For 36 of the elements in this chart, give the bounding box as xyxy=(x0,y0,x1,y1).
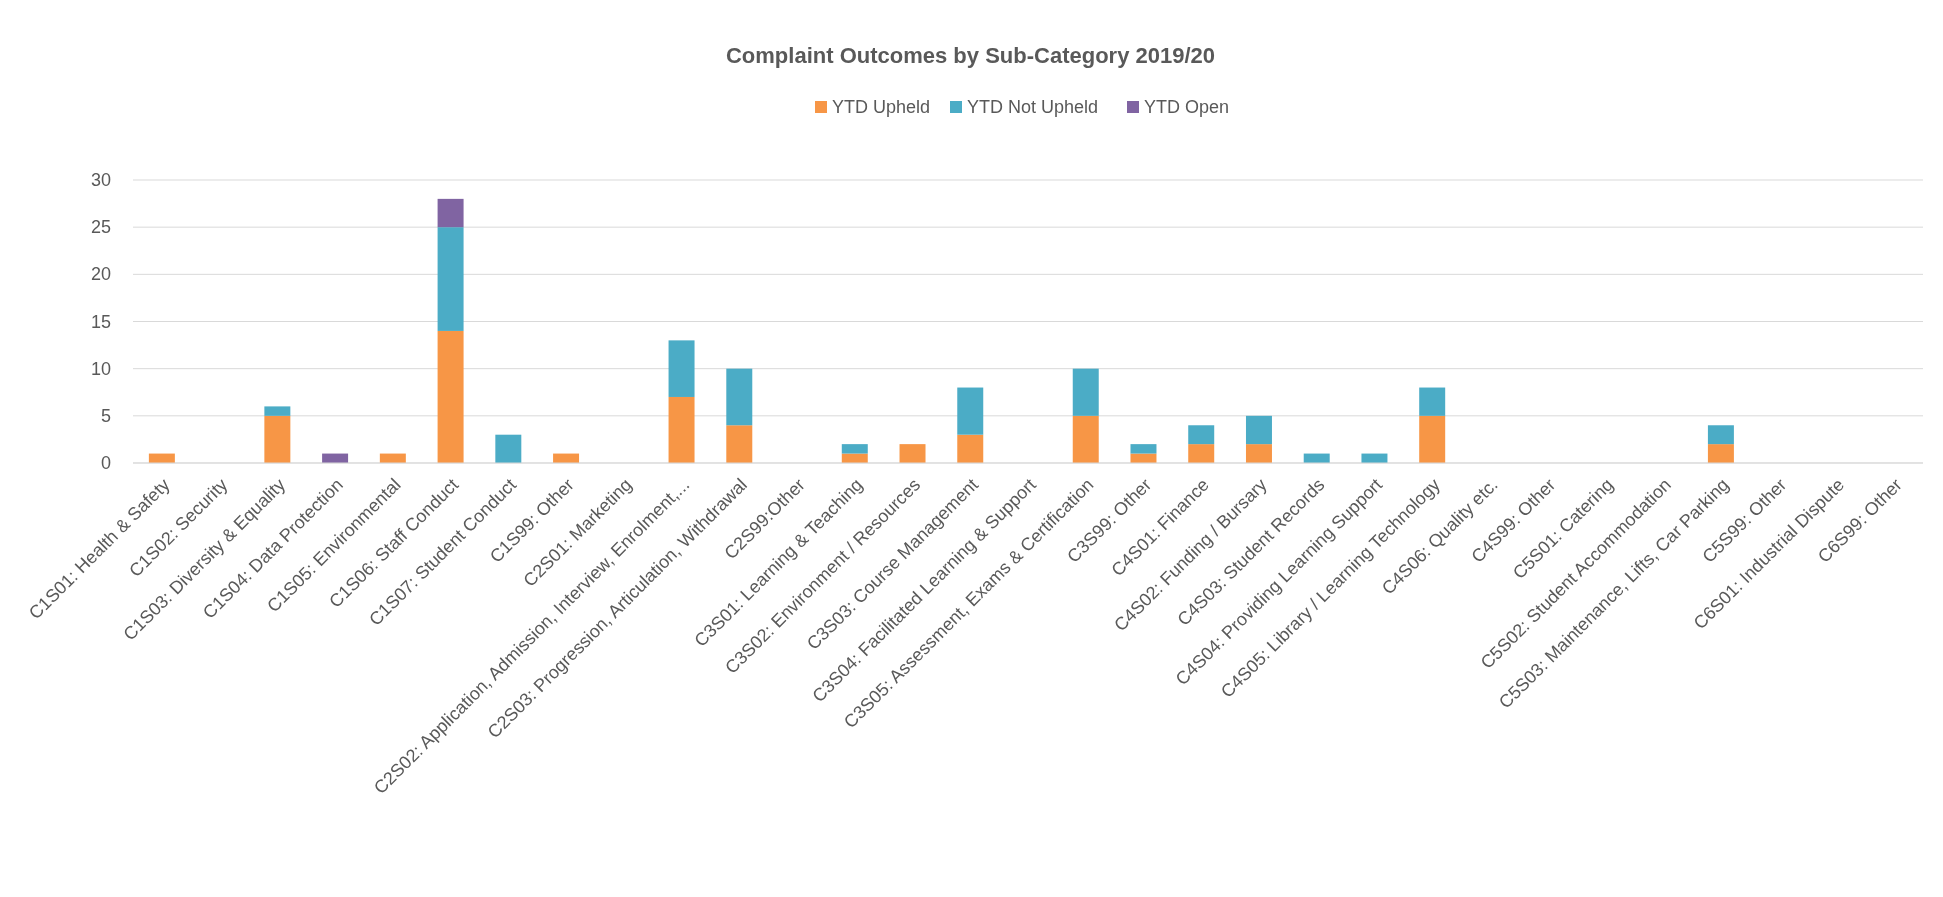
bar xyxy=(437,330,464,463)
bar xyxy=(264,415,291,463)
bar xyxy=(726,425,753,463)
bar xyxy=(437,227,464,331)
legend-label: YTD Open xyxy=(1144,97,1230,117)
bar xyxy=(1245,444,1272,463)
bar xyxy=(899,444,926,463)
bar xyxy=(1419,415,1446,463)
y-tick-label: 25 xyxy=(90,217,111,238)
legend-label: YTD Not Upheld xyxy=(967,97,1099,117)
bar xyxy=(841,444,868,454)
y-tick-label: 0 xyxy=(100,453,111,473)
bar xyxy=(726,368,753,426)
bar xyxy=(1707,444,1734,463)
y-tick-label: 30 xyxy=(90,170,111,190)
bar xyxy=(1188,425,1215,445)
bar xyxy=(1130,444,1157,454)
bar xyxy=(1072,415,1099,463)
y-tick-label: 20 xyxy=(90,264,111,285)
bar xyxy=(1072,368,1099,416)
bar xyxy=(668,396,695,463)
bar xyxy=(495,434,522,463)
chart-title: Complaint Outcomes by Sub-Category 2019/20 xyxy=(725,43,1216,68)
bar xyxy=(1707,425,1734,445)
bar xyxy=(437,198,464,228)
bar xyxy=(1419,387,1446,416)
bar xyxy=(264,406,291,416)
legend-label: YTD Upheld xyxy=(832,97,931,117)
bar xyxy=(668,340,695,397)
bar xyxy=(957,387,984,435)
y-tick-label: 10 xyxy=(90,358,111,379)
y-tick-label: 5 xyxy=(100,405,111,426)
bar xyxy=(1245,415,1272,445)
y-tick-label: 15 xyxy=(90,311,111,332)
bar xyxy=(1188,444,1215,463)
bar xyxy=(957,434,984,463)
